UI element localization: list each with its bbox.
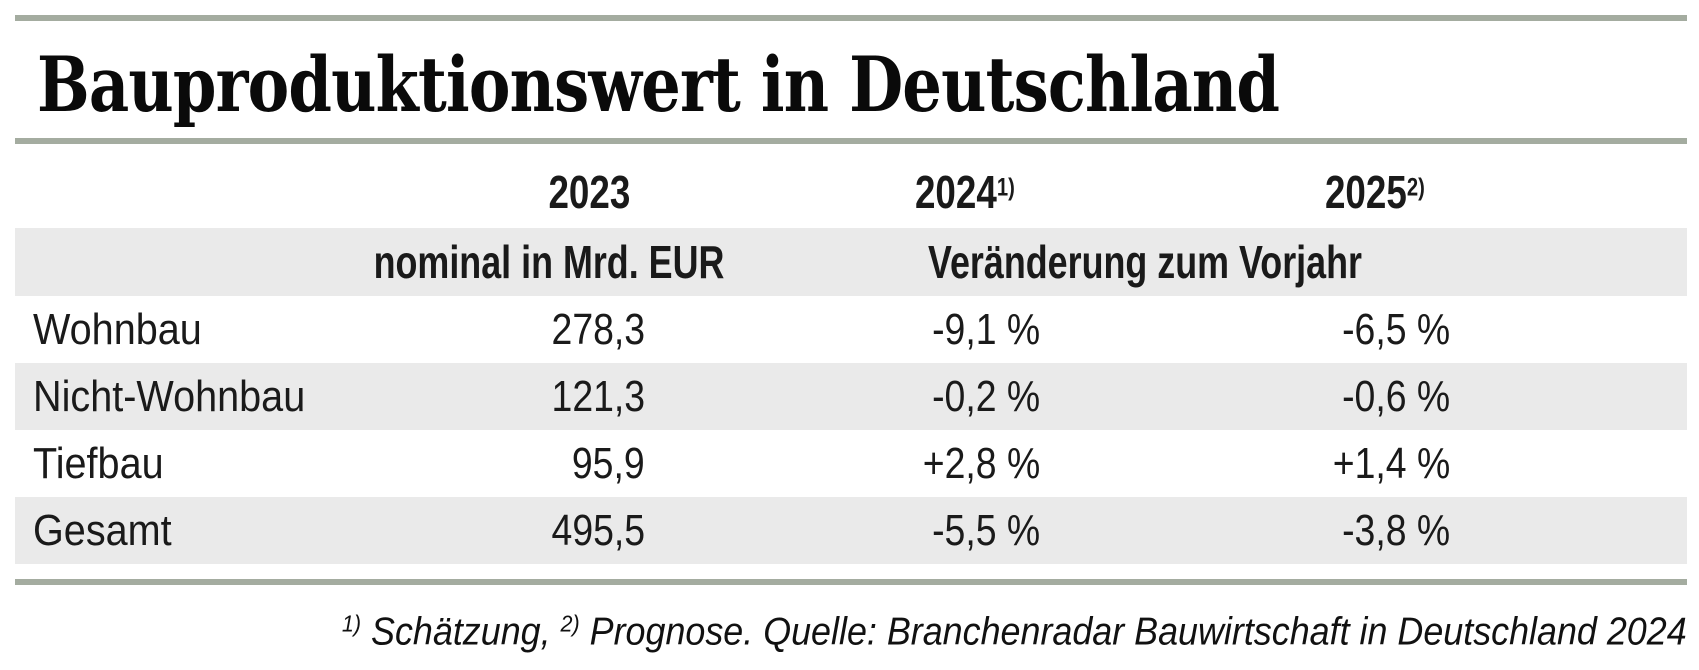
table-subheader-row: nominal in Mrd. EUR Veränderung zum Vorj…: [15, 228, 1687, 296]
page-title: Bauproduktionswert in Deutschland: [37, 40, 1280, 130]
value-2024: -5,5 %: [931, 505, 1040, 555]
row-label: Nicht-Wohnbau: [33, 371, 306, 421]
bottom-divider-bar: [15, 579, 1687, 585]
footnote-text-2: Prognose. Quelle: Branchenradar Bauwirts…: [580, 610, 1687, 654]
footnote-marker-2: 2): [560, 610, 581, 637]
column-header-2023: 2023: [548, 165, 630, 218]
value-2024: -0,2 %: [931, 371, 1040, 421]
table-header-row: 2023 20241) 20252): [15, 144, 1687, 228]
row-label: Gesamt: [33, 505, 172, 555]
column-header-2025: 20252): [1325, 169, 1425, 215]
value-2025: -6,5 %: [1341, 304, 1450, 354]
table-row-wohnbau: Wohnbau 278,3 -9,1 % -6,5 %: [15, 296, 1687, 363]
column-header-2025-footnote-marker: 2): [1407, 173, 1425, 202]
column-header-2025-year: 2025: [1325, 165, 1407, 218]
subheader-unit-change: Veränderung zum Vorjahr: [928, 236, 1362, 288]
column-header-2024-footnote-marker: 1): [997, 173, 1015, 202]
header: Bauproduktionswert in Deutschland: [37, 21, 1687, 138]
top-divider-bar: [15, 15, 1687, 21]
value-2025: -0,6 %: [1341, 371, 1450, 421]
value-2024: -9,1 %: [931, 304, 1040, 354]
row-label: Tiefbau: [33, 438, 164, 488]
footnote-area: 1) Schätzung, 2) Prognose. Quelle: Branc…: [15, 585, 1687, 670]
value-2023: 121,3: [551, 371, 645, 421]
column-header-2024-year: 2024: [915, 165, 997, 218]
title-divider-bar: [15, 138, 1687, 144]
table-row-gesamt: Gesamt 495,5 -5,5 % -3,8 %: [15, 497, 1687, 564]
value-2025: -3,8 %: [1341, 505, 1450, 555]
footnote-marker-1: 1): [342, 610, 362, 637]
table-row-tiefbau: Tiefbau 95,9 +2,8 % +1,4 %: [15, 430, 1687, 497]
table-row-nicht-wohnbau: Nicht-Wohnbau 121,3 -0,2 % -0,6 %: [15, 363, 1687, 430]
footnote-text-1: Schätzung,: [361, 610, 561, 654]
value-2023: 95,9: [572, 438, 645, 488]
subheader-unit-2023: nominal in Mrd. EUR: [373, 236, 725, 288]
value-2023: 495,5: [551, 505, 645, 555]
value-2023: 278,3: [551, 304, 645, 354]
value-2025: +1,4 %: [1332, 438, 1450, 488]
row-label: Wohnbau: [33, 304, 202, 354]
value-2024: +2,8 %: [922, 438, 1040, 488]
footnote-source-line: 1) Schätzung, 2) Prognose. Quelle: Branc…: [342, 610, 1687, 654]
column-header-2024: 20241): [915, 169, 1015, 215]
